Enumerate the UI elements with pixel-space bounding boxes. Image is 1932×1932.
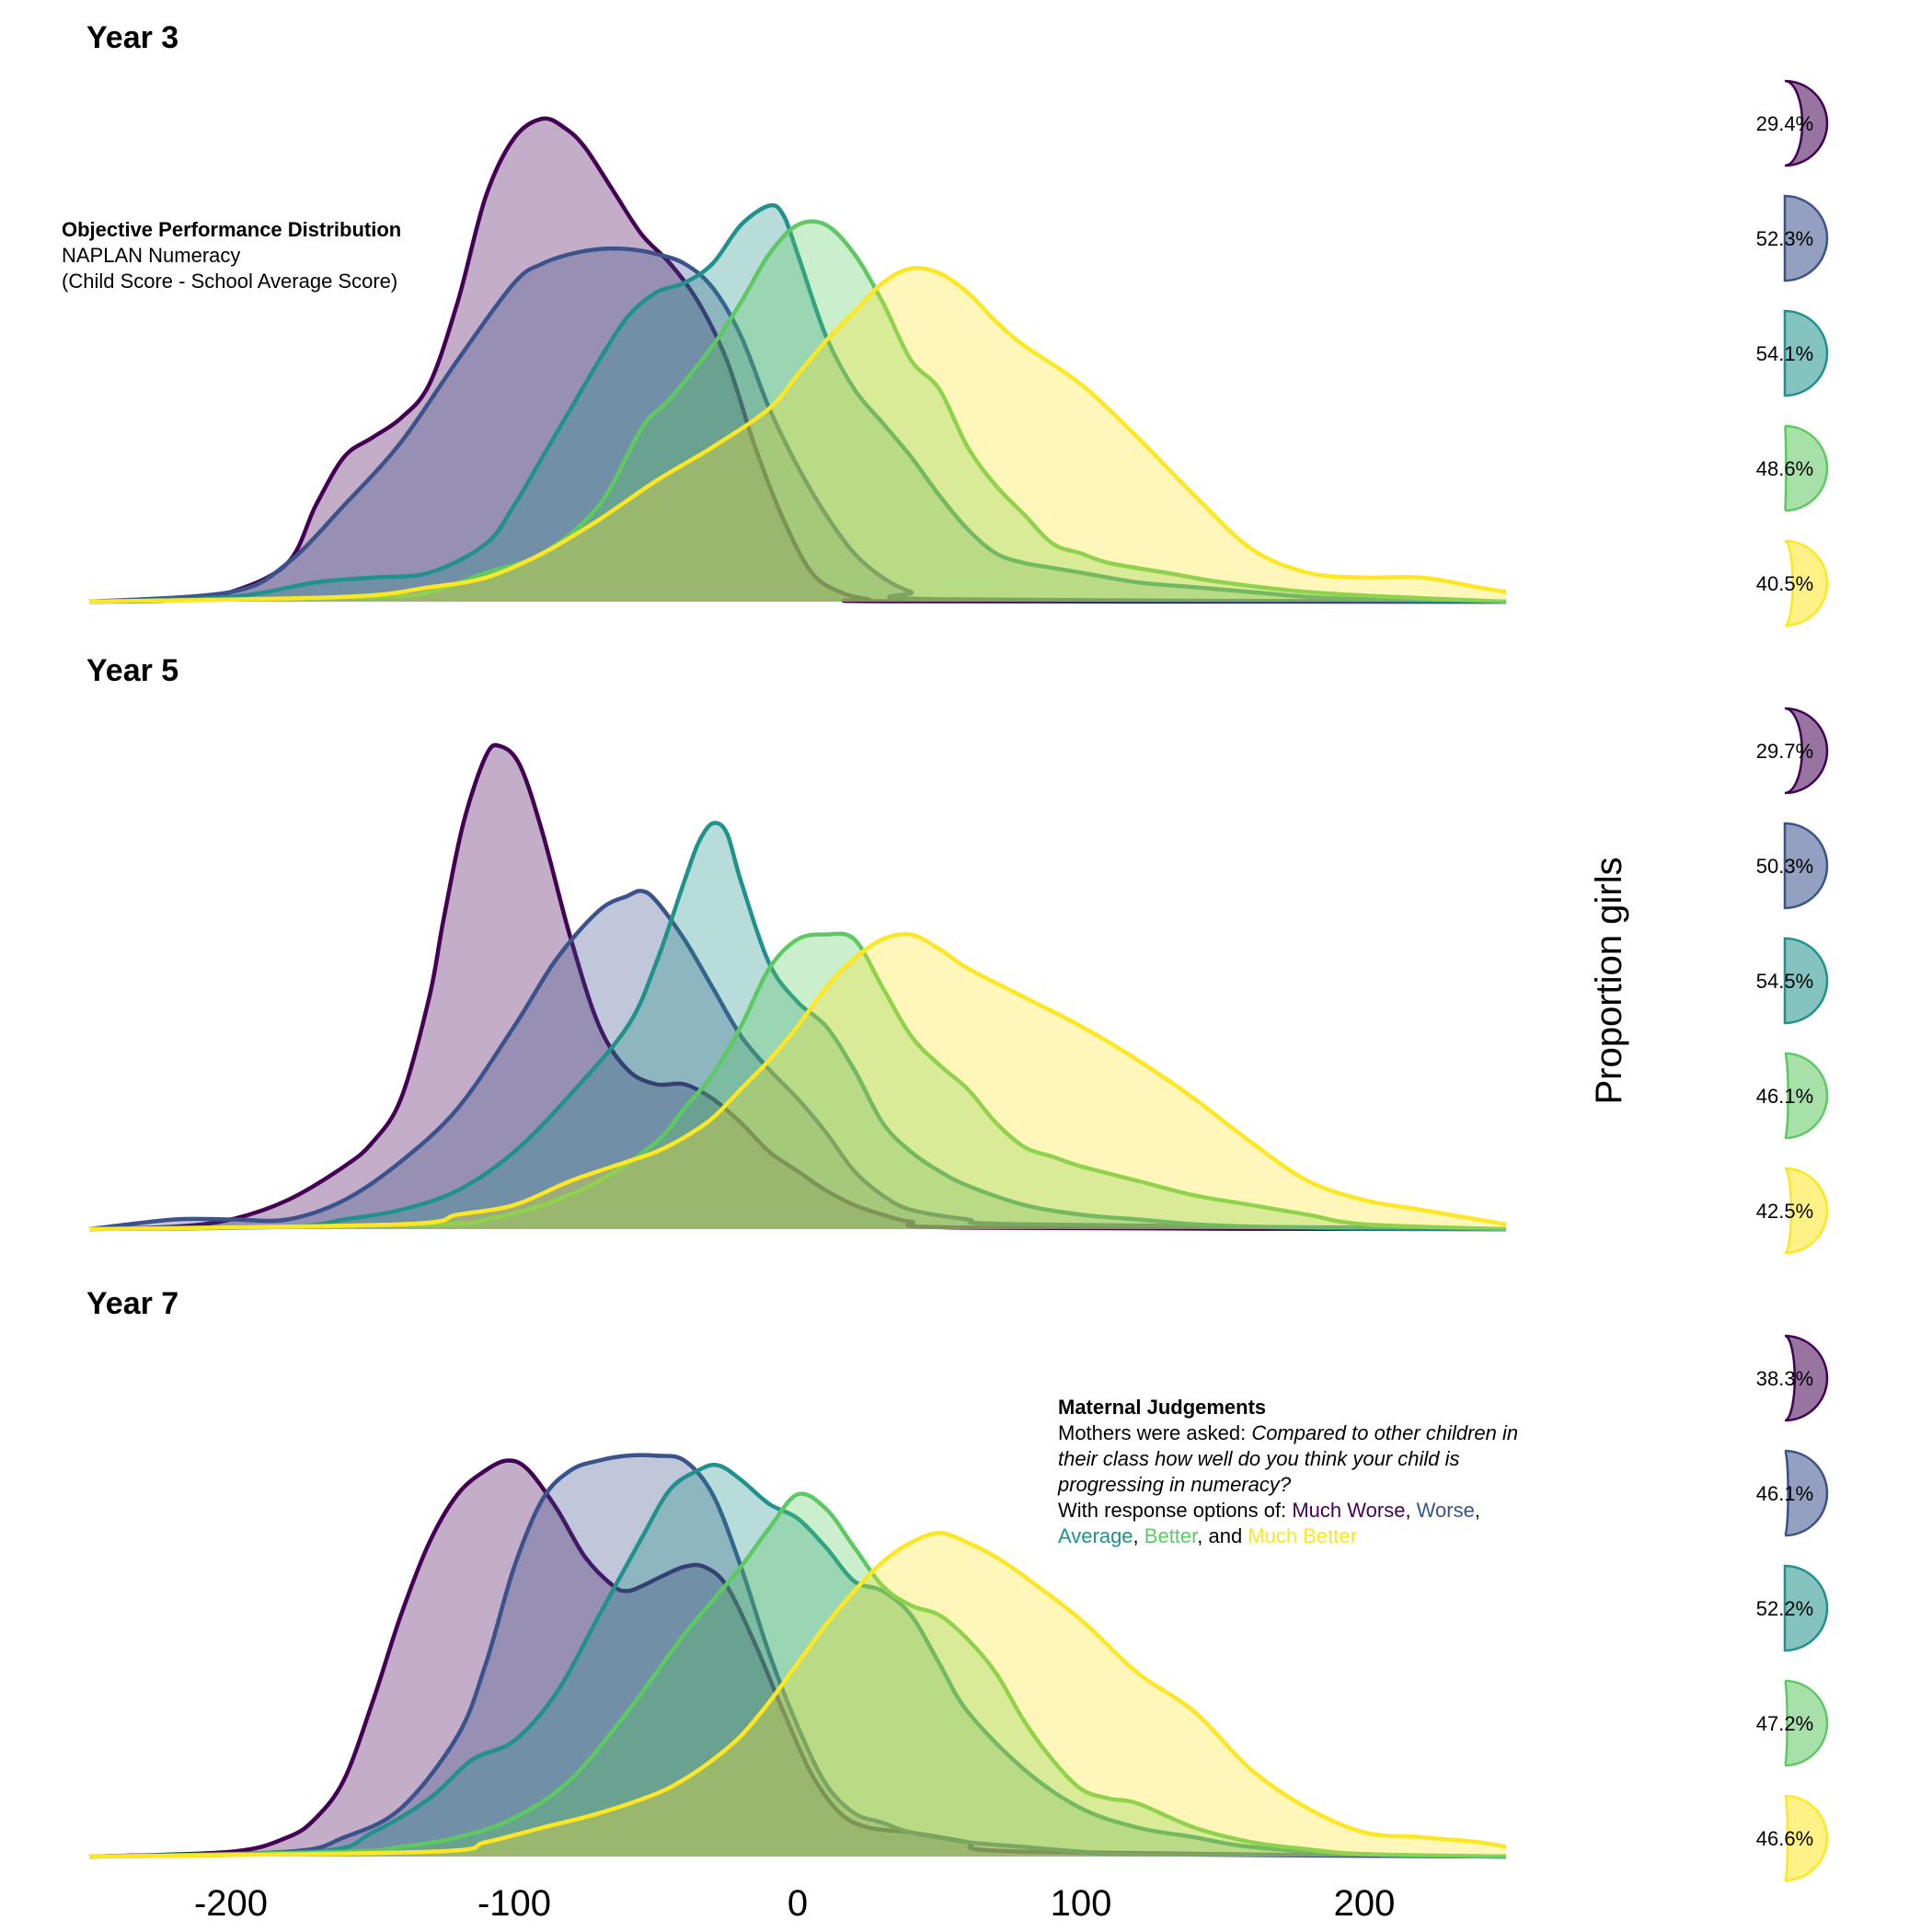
option-much-worse: Much Worse: [1292, 1499, 1406, 1522]
density-area-better: [89, 1493, 1506, 1857]
proportion-label-much-worse: 29.4%: [1756, 112, 1813, 135]
objective-annotation-line1: NAPLAN Numeracy: [62, 244, 241, 267]
maternal-options-prefix: With response options of:: [1058, 1499, 1293, 1522]
density-area-worse: [89, 891, 1506, 1229]
option-worse: Worse: [1416, 1499, 1475, 1522]
x-tick-label: 200: [1334, 1883, 1396, 1924]
proportion-label-better: 48.6%: [1756, 457, 1813, 480]
proportion-marker-better: [1783, 424, 1829, 512]
objective-annotation: Objective Performance Distribution NAPLA…: [62, 217, 401, 294]
density-area-much-better: [89, 1533, 1506, 1857]
option-separator-2: ,: [1474, 1499, 1480, 1522]
proportion-marker-worse: [1783, 194, 1829, 282]
density-area-average: [89, 205, 1506, 602]
density-line-worse: [88, 246, 1507, 604]
option-average: Average: [1058, 1524, 1133, 1547]
proportion-marker-much-better: [1784, 1167, 1829, 1255]
proportion-marker-much-worse: [1784, 1334, 1829, 1422]
objective-annotation-title: Objective Performance Distribution: [62, 218, 402, 241]
proportion-label-better: 47.2%: [1756, 1712, 1813, 1735]
density-line-average: [88, 1462, 1507, 1859]
proportion-label-much-worse: 29.7%: [1756, 740, 1813, 763]
density-line-average: [88, 821, 1507, 1232]
proportion-marker-much-worse: [1784, 79, 1829, 167]
x-tick-label: 0: [788, 1883, 808, 1924]
proportion-label-average: 54.5%: [1756, 970, 1813, 993]
proportion-marker-better: [1783, 1679, 1829, 1767]
x-tick-label: -200: [194, 1883, 268, 1924]
density-area-better: [89, 933, 1506, 1229]
proportion-marker-worse: [1783, 1449, 1829, 1537]
density-line-better: [88, 1491, 1507, 1859]
proportion-label-much-better: 40.5%: [1756, 572, 1813, 595]
proportion-label-worse: 46.1%: [1756, 1482, 1813, 1505]
x-axis-ticks: -200 -100 0 100 200: [194, 1883, 1395, 1924]
density-area-much-better: [89, 268, 1506, 602]
maternal-options-line2: Average, Better, and Much Better: [1058, 1524, 1573, 1549]
option-better: Better: [1144, 1524, 1198, 1547]
density-line-much-worse: [88, 116, 1507, 604]
density-line-much-better: [88, 1531, 1507, 1859]
density-line-much-worse: [88, 742, 1507, 1232]
option-separator-3: ,: [1133, 1524, 1144, 1547]
x-tick-label: -100: [477, 1883, 551, 1924]
proportion-marker-average: [1783, 309, 1829, 397]
objective-annotation-line2: (Child Score - School Average Score): [62, 270, 398, 293]
proportion-label-average: 52.2%: [1756, 1597, 1813, 1620]
proportion-marker-much-better: [1784, 539, 1829, 627]
density-line-better: [88, 931, 1507, 1232]
panel-year-3: Year 3 29.4% 52.3% 54.1% 48.6% 40.5%: [86, 20, 1829, 627]
density-area-much-better: [89, 934, 1506, 1229]
maternal-question-line1: Mothers were asked: Compared to other ch…: [1058, 1420, 1573, 1446]
density-layer-year-7: [88, 1453, 1507, 1859]
proportion-label-much-better: 42.5%: [1756, 1200, 1813, 1223]
proportion-label-much-better: 46.6%: [1756, 1827, 1813, 1850]
density-line-much-better: [88, 265, 1507, 604]
density-line-worse: [88, 889, 1507, 1232]
maternal-question-b: their class how well do you think your c…: [1058, 1447, 1460, 1470]
proportion-label-better: 46.1%: [1756, 1085, 1813, 1108]
right-axis-label: Proportion girls: [1589, 857, 1629, 1104]
proportion-label-worse: 52.3%: [1756, 227, 1813, 250]
option-separator-4: , and: [1197, 1524, 1248, 1547]
proportion-marker-average: [1783, 937, 1829, 1025]
density-line-much-better: [88, 931, 1507, 1232]
panel-title-year-3: Year 3: [86, 20, 178, 55]
proportion-markers-year-7: 38.3% 46.1% 52.2% 47.2% 46.6%: [1756, 1334, 1829, 1882]
density-area-worse: [89, 1455, 1506, 1857]
density-layer-year-5: [88, 742, 1507, 1232]
proportion-marker-worse: [1783, 822, 1829, 910]
maternal-question-a: Compared to other children in: [1251, 1421, 1519, 1444]
proportion-marker-much-better: [1783, 1794, 1829, 1882]
proportion-marker-much-worse: [1784, 707, 1829, 795]
density-line-much-worse: [88, 1458, 1507, 1859]
x-tick-label: 100: [1051, 1883, 1112, 1924]
option-separator-1: ,: [1405, 1499, 1417, 1522]
maternal-question-c: progressing in numeracy?: [1058, 1473, 1292, 1496]
proportion-markers-year-5: 29.7% 50.3% 54.5% 46.1% 42.5%: [1756, 707, 1829, 1255]
density-area-much-worse: [89, 744, 1506, 1229]
maternal-asked-prefix: Mothers were asked:: [1058, 1421, 1252, 1444]
proportion-label-average: 54.1%: [1756, 342, 1813, 365]
proportion-markers-year-3: 29.4% 52.3% 54.1% 48.6% 40.5%: [1756, 79, 1829, 627]
density-area-better: [89, 221, 1506, 602]
option-much-better: Much Better: [1248, 1524, 1357, 1547]
maternal-annotation: Maternal Judgements Mothers were asked: …: [1058, 1395, 1573, 1549]
panel-year-7: Year 7 38.3% 46.1% 52.2% 47.2% 46.6%: [86, 1286, 1829, 1882]
maternal-options-line1: With response options of: Much Worse, Wo…: [1058, 1498, 1573, 1524]
density-area-much-worse: [89, 118, 1506, 602]
proportion-marker-better: [1783, 1052, 1829, 1140]
panel-year-5: Year 5 29.7% 50.3% 54.5% 46.1% 42.5%: [86, 653, 1829, 1255]
proportion-label-worse: 50.3%: [1756, 855, 1813, 878]
density-area-worse: [89, 248, 1506, 602]
density-line-worse: [88, 1453, 1507, 1859]
panel-title-year-7: Year 7: [86, 1286, 178, 1321]
maternal-annotation-title: Maternal Judgements: [1058, 1396, 1267, 1419]
panel-title-year-5: Year 5: [86, 653, 178, 688]
proportion-label-much-worse: 38.3%: [1756, 1367, 1813, 1390]
proportion-marker-average: [1783, 1564, 1829, 1652]
density-layer-year-3: [88, 116, 1507, 604]
